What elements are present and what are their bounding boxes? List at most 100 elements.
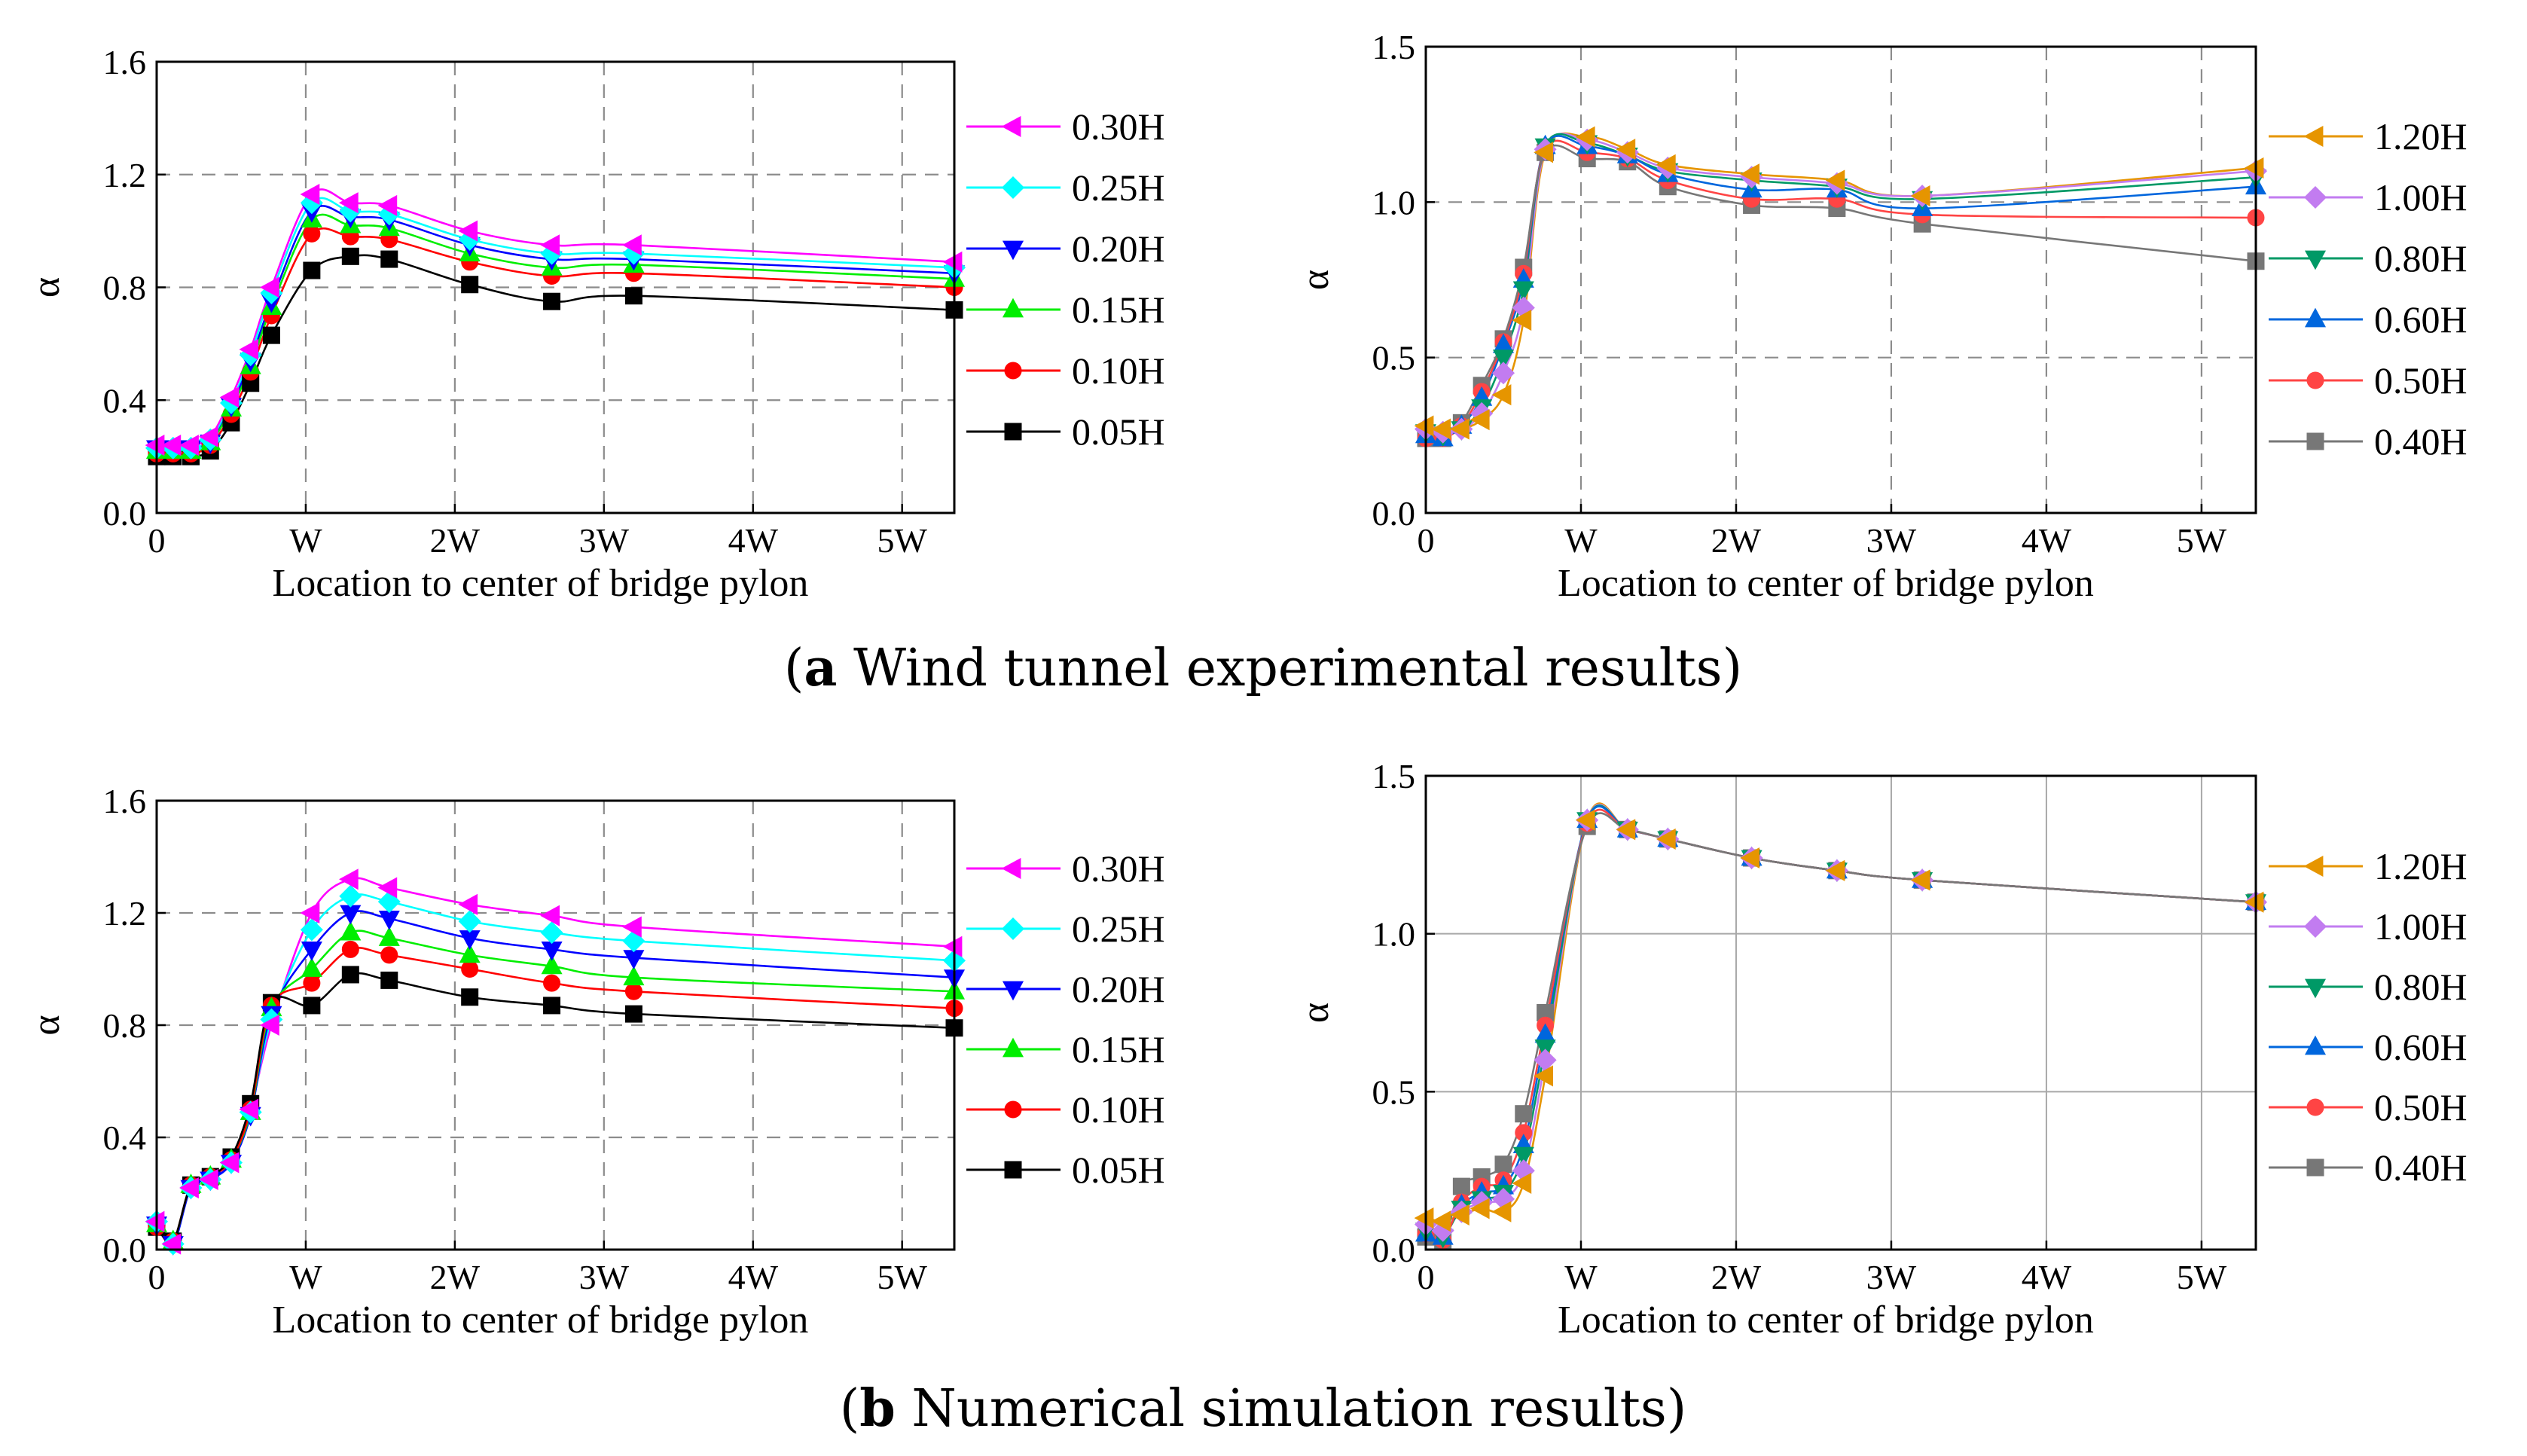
caption-a: (a Wind tunnel experimental results)	[784, 638, 1742, 698]
x-tick-label: 2W	[430, 521, 481, 560]
legend-marker-1.20H	[2303, 855, 2324, 878]
x-tick-label: 2W	[430, 1258, 481, 1296]
data-point-0.10H	[303, 224, 321, 243]
legend-item: 0.20H	[966, 227, 1165, 270]
legend-label: 0.40H	[2374, 420, 2467, 462]
legend-item: 0.30H	[966, 105, 1165, 148]
data-point-0.80H	[1492, 350, 1515, 370]
data-point-1.20H	[1450, 418, 1470, 440]
y-tick-label: 1.5	[1372, 757, 1416, 795]
legend-marker-0.60H	[2304, 307, 2327, 328]
legend-marker-0.25H	[1001, 176, 1025, 200]
chart-b-left: 0 W 2W 3W 4W 5W 0.0 0.4 0.8 1.2 1.6 Location to cen…	[25, 782, 1165, 1342]
data-point-0.10H	[303, 974, 321, 992]
legend-marker-1.00H	[2303, 914, 2327, 939]
data-point-0.05H	[380, 250, 398, 268]
legend-item: 1.20H	[2269, 115, 2467, 157]
data-point-0.30H	[338, 192, 359, 214]
legend-marker-0.10H	[1004, 362, 1022, 380]
x-tick-label: 3W	[1866, 521, 1917, 560]
legend-label: 1.20H	[2374, 845, 2467, 887]
y-tick-label: 0.4	[103, 1119, 147, 1157]
data-point-1.20H	[1616, 819, 1636, 841]
y-tick-label: 1.2	[103, 894, 147, 933]
legend-marker-0.25H	[1001, 917, 1025, 941]
data-point-0.30H	[179, 435, 199, 456]
chart-a-right: 0 W 2W 3W 4W 5W 0.0 0.5 1.0 1.5 Location to center…	[1294, 28, 2467, 605]
data-point-0.30H	[145, 1210, 165, 1232]
data-point-0.30H	[622, 916, 642, 938]
legend-label: 0.25H	[1072, 166, 1165, 209]
y-axis-label: α	[25, 277, 68, 298]
data-point-0.25H	[622, 929, 645, 953]
data-point-0.30H	[458, 220, 478, 242]
legend-marker-0.50H	[2306, 371, 2324, 389]
legend-label: 0.20H	[1072, 227, 1165, 270]
legend-marker-0.15H	[1002, 1037, 1024, 1058]
legend-item: 0.50H	[2269, 1086, 2467, 1128]
legend-marker-0.30H	[1001, 857, 1021, 880]
legend-item: 1.20H	[2269, 845, 2467, 887]
legend-label: 1.00H	[2374, 905, 2467, 948]
plot-frame	[1424, 774, 2257, 1251]
x-tick-label: 5W	[2177, 1258, 2227, 1296]
x-tick-label: 0	[148, 521, 166, 560]
legend: 1.20H 1.00H 0.80H 0.60H 0.50H 0.40H	[2269, 115, 2467, 462]
data-point-1.20H	[1616, 139, 1636, 160]
x-tick-label: 4W	[728, 1258, 779, 1296]
legend-label: 1.20H	[2374, 115, 2467, 157]
legend-marker-0.60H	[2304, 1035, 2327, 1055]
data-point-0.15H	[541, 954, 563, 975]
data-point-0.30H	[179, 1177, 199, 1199]
legend-item: 0.40H	[2269, 1146, 2467, 1189]
data-point-0.05H	[341, 966, 359, 984]
chart-a-left: 0 W 2W 3W 4W 5W 0.0 0.4 0.8 1.2 1.6 Location to cen…	[25, 43, 1165, 605]
legend: 0.30H 0.25H 0.20H 0.15H 0.10H 0.05H	[966, 847, 1165, 1191]
legend-label: 0.10H	[1072, 350, 1165, 392]
data-point-0.30H	[198, 426, 218, 447]
legend-label: 0.80H	[2374, 237, 2467, 279]
data-point-0.05H	[543, 997, 561, 1015]
data-point-1.20H	[1825, 169, 1845, 191]
data-point-1.20H	[1491, 384, 1512, 406]
data-point-0.80H	[1512, 281, 1534, 301]
data-point-0.15H	[378, 926, 400, 946]
legend-marker-0.30H	[1001, 115, 1021, 138]
data-point-0.25H	[339, 884, 362, 908]
data-point-0.30H	[942, 251, 963, 273]
caption-b: (b Numerical simulation results)	[840, 1378, 1687, 1439]
data-point-0.30H	[219, 1152, 240, 1174]
data-point-1.00H	[1491, 362, 1515, 385]
legend-label: 0.30H	[1072, 105, 1165, 148]
data-point-0.30H	[540, 234, 560, 256]
data-point-0.05H	[624, 287, 642, 305]
data-point-1.20H	[1414, 415, 1434, 437]
data-point-1.20H	[1656, 828, 1676, 850]
data-point-0.15H	[301, 957, 322, 977]
legend: 0.30H 0.25H 0.20H 0.15H 0.10H 0.05H	[966, 105, 1165, 453]
data-point-0.05H	[624, 1005, 642, 1023]
legend-item: 0.10H	[966, 350, 1165, 392]
x-tick-label: 0	[148, 1258, 166, 1296]
series-line-0.25H	[157, 197, 955, 450]
data-point-0.20H	[301, 942, 322, 961]
data-point-1.20H	[2244, 891, 2264, 913]
data-point-1.20H	[1470, 1198, 1490, 1219]
x-tick-label: 3W	[1866, 1258, 1917, 1296]
data-point-0.40H	[1515, 1105, 1533, 1123]
y-tick-label: 0.0	[1372, 494, 1416, 533]
y-tick-label: 1.6	[103, 43, 147, 81]
y-tick-label: 0.8	[103, 269, 147, 307]
legend-item: 0.60H	[2269, 298, 2467, 340]
legend-item: 1.00H	[2269, 905, 2467, 948]
data-point-0.05H	[543, 292, 561, 310]
legend-marker-0.80H	[2304, 250, 2327, 270]
legend-label: 0.60H	[2374, 298, 2467, 340]
legend-marker-0.50H	[2306, 1098, 2324, 1116]
data-point-0.05H	[461, 988, 479, 1006]
legend-item: 0.20H	[966, 968, 1165, 1010]
legend-label: 1.00H	[2374, 176, 2467, 218]
legend-label: 0.80H	[2374, 966, 2467, 1008]
data-point-0.40H	[1452, 1177, 1470, 1195]
data-point-0.05H	[303, 261, 321, 279]
